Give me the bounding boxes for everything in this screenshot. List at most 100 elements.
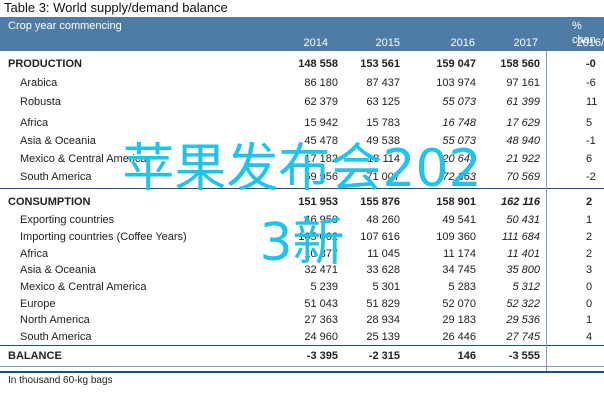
table-row: Africa 10 877 11 045 11 174 11 401 2 [0,246,604,263]
table-row: PRODUCTION 148 558 153 561 159 047 158 560 -0 [0,56,604,73]
cell-value: 51 829 [366,298,400,310]
cell-value: 105 002 [298,231,338,243]
cell-value: 5 312 [512,281,540,293]
cell-value: 18 114 [367,153,400,165]
cell-value: 11 401 [507,248,540,260]
row-label: Robusta [20,96,61,108]
cell-value: 109 360 [436,231,476,243]
cell-value: 63 125 [366,96,400,108]
cell-value: 69 956 [304,171,338,183]
cell-value: 29 183 [442,314,476,326]
cell-value: 10 877 [304,248,338,260]
table-row: Mexico & Central America 5 239 5 301 5 283 5… [0,279,604,296]
cell-value: 52 070 [442,298,476,310]
cell-value: 11 174 [443,248,476,260]
cell-value: 21 922 [506,153,540,165]
cell-value: -2 315 [368,350,400,362]
cell-value: 155 876 [360,196,400,208]
table-row: South America 69 956 71 007 72 363 70 569 -2 [0,169,604,186]
cell-value: 158 901 [436,196,476,208]
row-label: Asia & Oceania [20,264,96,276]
cell-value: 48 940 [506,135,540,147]
cell-value: 5 301 [372,281,400,293]
cell-value: 33 628 [366,264,400,276]
cell-value: 45 478 [304,135,338,147]
cell-value: 26 446 [442,331,476,343]
cell-value: 51 043 [304,298,338,310]
table-row: Robusta 62 379 63 125 55 073 61 399 11 [0,94,604,111]
row-label: Asia & Oceania [20,135,96,147]
row-label: Europe [20,298,56,310]
cell-value: 20 643 [442,153,476,165]
table-row: Exporting countries 46 950 48 260 49 541 50 … [0,212,604,229]
table-row: Arabica 86 180 87 437 103 974 97 161 -6 [0,75,604,92]
row-label: PRODUCTION [8,58,82,70]
row-label: CONSUMPTION [8,196,91,208]
cell-value: -3 395 [306,350,338,362]
cell-value: 27 745 [506,331,540,343]
cell-value: 17 182 [304,153,338,165]
row-label: BALANCE [8,350,62,362]
year-header-2016: 2016 [450,37,475,49]
cell-percent-change: -6 [586,77,596,89]
section-divider [0,366,604,367]
cell-percent-change: 2 [586,196,593,208]
cell-percent-change: 0 [586,298,593,310]
cell-value: 153 561 [360,58,400,70]
cell-value: 103 974 [436,77,476,89]
cell-value: 34 745 [442,264,476,276]
crop-year-label: Crop year commencing [8,20,122,32]
table-row: North America 27 363 28 934 29 183 29 536 1 [0,312,604,329]
cell-value: 55 073 [442,135,476,147]
cell-value: 29 536 [506,314,540,326]
cell-percent-change: 1 [586,214,593,226]
cell-value: 16 748 [442,117,476,129]
row-label: Exporting countries [20,214,115,226]
row-label: Africa [20,248,49,260]
cell-percent-change: 2 [586,231,593,243]
cell-value: 159 047 [436,58,476,70]
cell-value: 24 960 [304,331,338,343]
cell-value: 49 541 [442,214,476,226]
table-row: CONSUMPTION 151 953 155 876 158 901 162 116 2 [0,194,604,211]
table-row: Asia & Oceania 32 471 33 628 34 745 35 800 3 [0,262,604,279]
cell-percent-change: -1 [586,135,596,147]
cell-value: 52 322 [506,298,540,310]
cell-value: 25 139 [366,331,400,343]
cell-value: 87 437 [366,77,400,89]
cell-value: 111 684 [501,231,540,243]
row-label: Mexico & Central America [20,281,147,293]
cell-value: 5 239 [310,281,338,293]
cell-percent-change: 1 [586,314,593,326]
footnote: In thousand 60-kg bags [8,375,113,386]
cell-value: 86 180 [304,77,338,89]
table-title: Table 3: World supply/demand balance [4,0,228,15]
cell-value: 151 953 [298,196,338,208]
cell-value: 148 558 [298,58,338,70]
cell-value: 46 950 [304,214,338,226]
table-row: Importing countries (Coffee Years) 105 00… [0,229,604,246]
cell-percent-change: 11 [586,96,598,108]
cell-value: 11 045 [367,248,400,260]
cell-value: 15 942 [304,117,338,129]
table-row: Africa 15 942 15 783 16 748 17 629 5 [0,115,604,132]
row-label: South America [20,331,92,343]
cell-percent-change: -2 [586,171,596,183]
cell-value: 62 379 [304,96,338,108]
cell-value: 50 431 [506,214,540,226]
cell-value: 5 283 [448,281,476,293]
cell-value: 28 934 [366,314,400,326]
cell-value: 17 629 [506,117,540,129]
cell-value: 97 161 [506,77,540,89]
cell-value: 27 363 [304,314,338,326]
row-label: Importing countries (Coffee Years) [20,231,187,243]
year-header-2015: 2015 [375,37,400,49]
row-label: Africa [20,117,49,129]
cell-value: 146 [457,350,476,362]
table-row: Asia & Oceania 45 478 49 538 55 073 48 940 -1 [0,133,604,150]
table-row: BALANCE -3 395 -2 315 146 -3 555 [0,348,604,365]
cell-percent-change: 3 [586,264,593,276]
cell-value: 61 399 [506,96,540,108]
year-header-2014: 2014 [303,37,328,49]
cell-value: 48 260 [366,214,400,226]
